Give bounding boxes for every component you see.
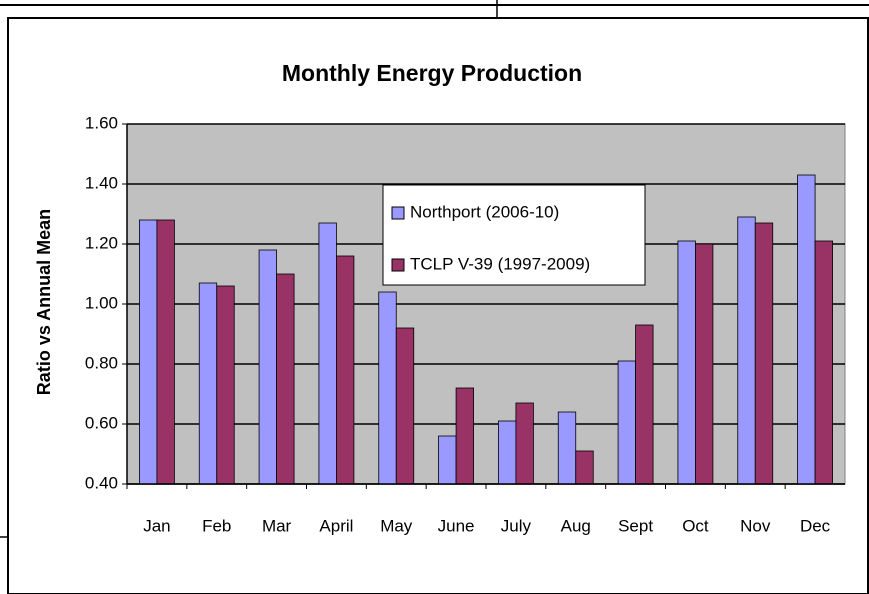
legend-label: Northport (2006-10) bbox=[410, 202, 559, 221]
bar bbox=[617, 360, 636, 485]
legend bbox=[382, 184, 646, 286]
bar bbox=[797, 174, 816, 485]
bar bbox=[498, 420, 517, 485]
y-tick-label: 0.40 bbox=[85, 473, 118, 492]
y-tick-label: 0.60 bbox=[85, 413, 118, 432]
x-tick-label: Oct bbox=[682, 516, 709, 535]
bar bbox=[754, 222, 774, 485]
bar bbox=[515, 402, 534, 485]
bar bbox=[635, 324, 654, 485]
x-tick-label: Dec bbox=[800, 516, 831, 535]
bar bbox=[395, 327, 415, 485]
x-tick-label: July bbox=[501, 516, 532, 535]
bar bbox=[276, 273, 295, 485]
bar bbox=[156, 219, 175, 485]
bar bbox=[438, 435, 457, 485]
bar bbox=[216, 285, 235, 485]
legend-swatch bbox=[391, 258, 405, 272]
x-tick-label: June bbox=[438, 516, 475, 535]
bar bbox=[737, 216, 756, 485]
x-tick-label: Mar bbox=[262, 516, 292, 535]
bar bbox=[336, 255, 355, 485]
bar bbox=[557, 411, 577, 485]
bar bbox=[378, 291, 397, 485]
y-tick-label: 1.40 bbox=[85, 173, 118, 192]
x-tick-label: Sept bbox=[618, 516, 653, 535]
x-tick-label: April bbox=[319, 516, 353, 535]
bar bbox=[139, 219, 158, 485]
legend-swatch bbox=[391, 206, 405, 220]
bar bbox=[677, 240, 696, 485]
bar bbox=[455, 387, 474, 485]
bar bbox=[198, 282, 218, 485]
x-tick-label: Aug bbox=[561, 516, 591, 535]
x-tick-label: Feb bbox=[202, 516, 231, 535]
bar bbox=[258, 249, 277, 485]
y-tick-label: 1.00 bbox=[85, 293, 118, 312]
x-tick-label: May bbox=[380, 516, 413, 535]
legend-label: TCLP V-39 (1997-2009) bbox=[410, 254, 590, 273]
y-tick-label: 0.80 bbox=[85, 353, 118, 372]
chart-title: Monthly Energy Production bbox=[282, 60, 582, 86]
bar bbox=[814, 240, 833, 485]
y-tick-label: 1.60 bbox=[85, 113, 118, 132]
bar bbox=[318, 222, 337, 485]
y-tick-label: 1.20 bbox=[85, 233, 118, 252]
bar bbox=[695, 243, 714, 485]
x-tick-label: Jan bbox=[143, 516, 170, 535]
bar bbox=[575, 450, 594, 485]
y-axis-label: Ratio vs Annual Mean bbox=[34, 209, 54, 395]
x-tick-label: Nov bbox=[740, 516, 771, 535]
